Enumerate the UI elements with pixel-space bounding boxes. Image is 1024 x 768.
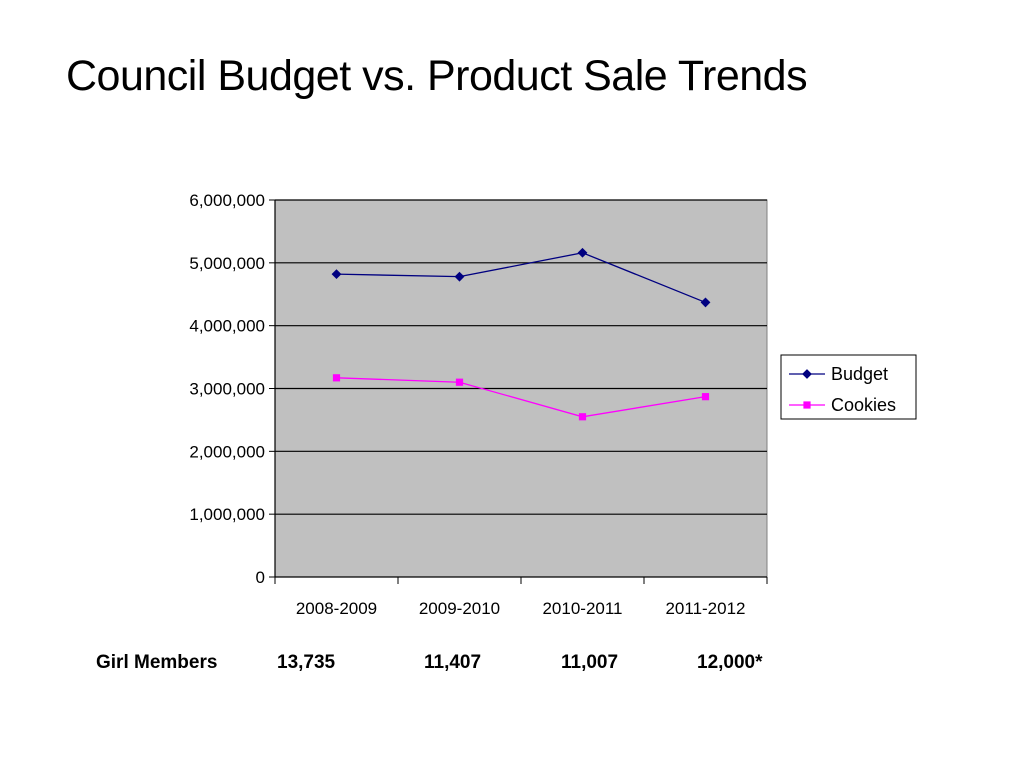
- legend-label-cookies: Cookies: [831, 395, 896, 415]
- data-point-budget: [700, 297, 711, 308]
- girl-members-value-2011-2012: 12,000*: [697, 652, 763, 673]
- x-tick-label: 2011-2012: [665, 599, 745, 618]
- x-tick-label: 2008-2009: [296, 599, 377, 618]
- series-line-budget: [336, 252, 706, 304]
- y-tick-label: 6,000,000: [189, 191, 265, 210]
- data-point-cookies: [578, 413, 587, 421]
- x-tick-label: 2009-2010: [419, 599, 500, 618]
- slide-title: Council Budget vs. Product Sale Trends: [66, 52, 808, 100]
- y-tick-label: 4,000,000: [189, 317, 265, 336]
- data-point-budget: [331, 269, 342, 280]
- legend: Budget Cookies: [780, 354, 917, 420]
- girl-members-value-2010-2011: 11,007: [561, 652, 619, 673]
- data-point-cookies: [701, 393, 710, 401]
- legend-label-budget: Budget: [831, 364, 888, 384]
- y-tick-label: 5,000,000: [189, 254, 265, 273]
- y-tick-label: 0: [256, 568, 265, 587]
- girl-members-value-2009-2010: 11,407: [424, 652, 482, 673]
- data-point-budget: [577, 247, 588, 258]
- data-point-cookies: [332, 374, 341, 382]
- legend-marker-budget: [802, 369, 812, 379]
- y-tick-label: 2,000,000: [189, 442, 265, 461]
- data-point-budget: [454, 271, 465, 282]
- y-tick-label: 1,000,000: [189, 505, 265, 524]
- girl-members-value-2008-2009: 13,735: [277, 652, 336, 673]
- girl-members-label: Girl Members: [96, 652, 218, 673]
- legend-marker-cookies: [803, 401, 811, 409]
- data-point-cookies: [455, 378, 464, 386]
- series-line-cookies: [336, 377, 706, 418]
- girl-members-row: Girl Members 13,735 11,407 11,007 12,000…: [0, 652, 1024, 682]
- y-tick-label: 3,000,000: [189, 380, 265, 399]
- x-tick-label: 2010-2011: [542, 599, 622, 618]
